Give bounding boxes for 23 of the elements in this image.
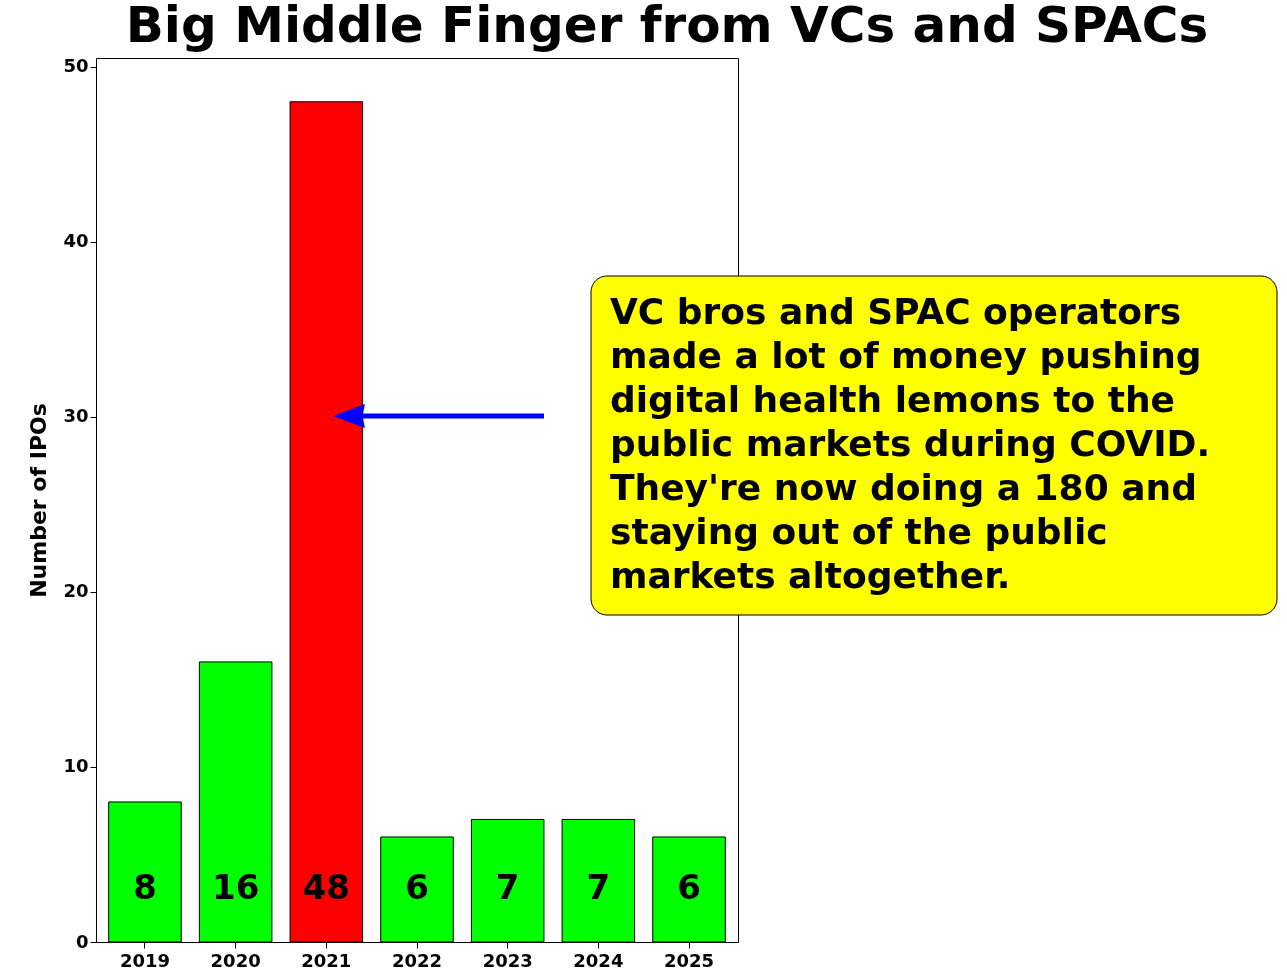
x-tick-label: 2025 (663, 949, 715, 971)
x-tick-label: 2022 (391, 949, 443, 971)
annotation: VC bros and SPAC operators made a lot of money pushing digital health lemons to the public markets during COVID. They're now doing a 180 and staying out of the public markets altogether. (610, 291, 1211, 596)
x-tick-label: 2019 (119, 949, 171, 971)
data-label: 16 (211, 867, 260, 907)
y-tick-label: 0 (75, 930, 89, 952)
chart-title: Big Middle Finger from VCs and SPACs (125, 0, 1209, 54)
y-tick-label: 50 (63, 55, 89, 77)
y-tick-label: 10 (63, 755, 89, 777)
data-label: 6 (405, 867, 429, 907)
x-tick-label: 2020 (210, 949, 261, 971)
y-tick-label: 30 (63, 405, 89, 427)
data-label: 6 (677, 867, 701, 907)
y-tick-label: 20 (63, 580, 89, 602)
data-label: 48 (302, 867, 350, 907)
y-tick-label: 40 (63, 230, 89, 252)
x-tick-label: 2021 (301, 949, 352, 971)
x-tick-label: 2023 (482, 949, 533, 971)
data-label: 7 (495, 867, 520, 907)
data-label: 7 (586, 867, 611, 907)
y-axis-title: Number of IPOs (26, 403, 52, 598)
x-tick-label: 2024 (573, 949, 624, 971)
data-label: 8 (133, 867, 157, 907)
